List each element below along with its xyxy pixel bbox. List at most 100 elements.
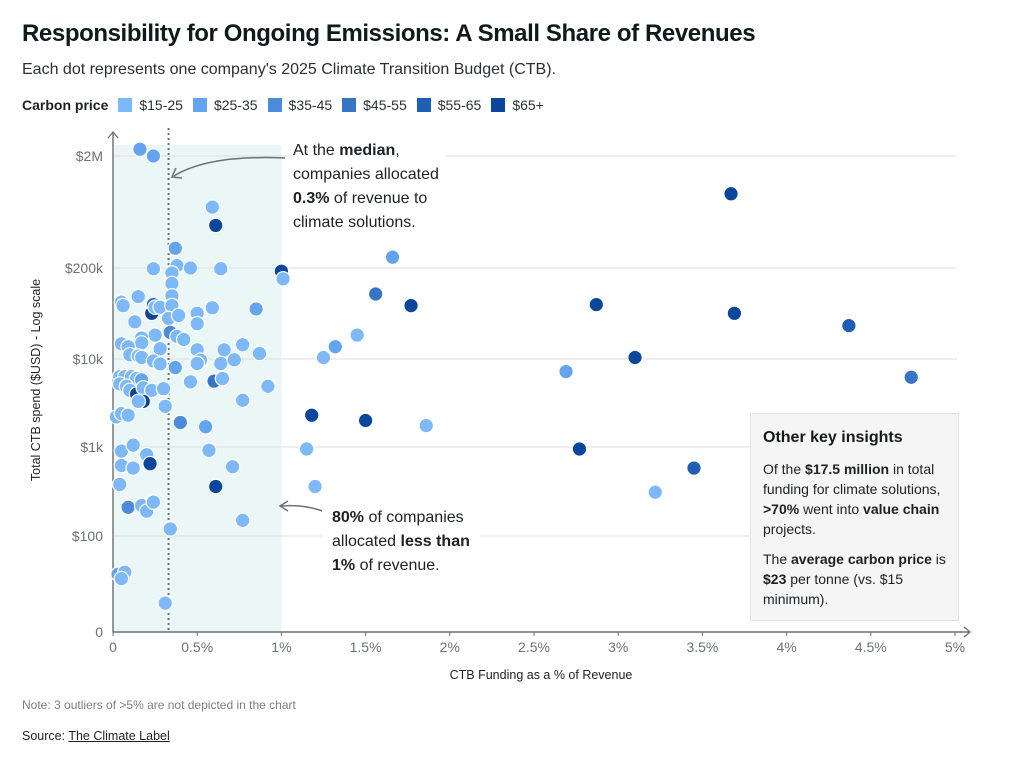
data-point — [303, 407, 320, 423]
arrow-head-icon — [170, 167, 183, 179]
annot-bold: median — [339, 142, 396, 159]
insight-bold: >70% — [763, 501, 800, 517]
arrow-head-icon — [278, 500, 289, 512]
data-point — [157, 398, 174, 415]
x-tick-label: 2% — [440, 639, 460, 655]
data-point — [120, 499, 136, 516]
y-tick-label: $2M — [76, 148, 103, 164]
data-point — [307, 478, 323, 495]
data-point — [204, 199, 221, 215]
data-point — [142, 455, 158, 472]
insight-carbon-price: The average carbon price is $23 per tonn… — [763, 549, 948, 609]
insight-text: went into — [799, 501, 864, 517]
data-point — [115, 297, 131, 314]
data-point — [251, 345, 268, 362]
data-point — [558, 363, 574, 380]
legend: Carbon price $15-25 $25-35 $35-45 $45-55… — [22, 97, 554, 113]
data-point — [152, 340, 168, 357]
source-line: Source: The Climate Label — [22, 729, 170, 743]
data-point — [234, 336, 251, 353]
data-point — [357, 412, 374, 429]
data-point — [588, 296, 605, 313]
insights-heading: Other key insights — [763, 429, 903, 446]
data-point — [157, 595, 174, 611]
data-point — [182, 374, 199, 390]
legend-item: $65+ — [491, 97, 544, 113]
legend-label: $55-65 — [437, 97, 482, 113]
data-point — [125, 437, 142, 453]
data-point — [275, 271, 291, 287]
annot-text: of companies — [364, 509, 464, 526]
legend-item: $35-45 — [267, 97, 333, 113]
annot-text: allocated — [332, 533, 401, 550]
data-point — [234, 512, 251, 529]
data-point — [145, 494, 162, 510]
data-point — [197, 418, 214, 435]
annot-text: companies allocated — [293, 166, 439, 183]
data-point — [315, 349, 332, 366]
insight-bold: value chain — [863, 501, 940, 517]
y-tick-label: 0 — [95, 624, 103, 640]
insight-text: per tonne (vs. $15 minimum). — [763, 571, 904, 607]
data-point — [248, 301, 264, 317]
source-label: Source: — [22, 729, 69, 743]
data-point — [224, 458, 241, 475]
annot-bold: less than — [400, 533, 470, 550]
annot-text: At the — [293, 142, 340, 159]
legend-swatch — [416, 98, 431, 112]
data-point — [145, 260, 162, 277]
legend-item: $55-65 — [416, 97, 482, 113]
insight-text: projects. — [763, 521, 816, 537]
data-point — [132, 141, 148, 158]
insight-text: is — [931, 551, 946, 567]
y-tick-label: $200k — [65, 260, 104, 276]
data-point — [212, 355, 229, 372]
annot-text: of revenue to — [329, 190, 428, 207]
data-point — [212, 260, 229, 277]
legend-label: $65+ — [512, 97, 544, 113]
insight-bold: average carbon price — [791, 551, 932, 567]
data-point — [113, 570, 130, 587]
annot-text: climate solutions. — [293, 214, 416, 231]
data-point — [189, 355, 205, 372]
x-tick-label: 3% — [608, 639, 628, 655]
data-point — [201, 442, 217, 459]
data-point — [167, 240, 184, 257]
legend-item: $15-25 — [118, 97, 183, 113]
legend-swatch — [118, 98, 133, 112]
data-point — [384, 249, 401, 265]
x-tick-label: 5% — [945, 639, 965, 655]
x-tick-label: 1% — [271, 639, 291, 655]
insight-bold: $17.5 million — [805, 461, 890, 477]
legend-swatch — [267, 98, 282, 112]
annot-text: , — [395, 142, 400, 159]
data-point — [133, 335, 150, 351]
legend-label: $45-55 — [363, 97, 407, 113]
data-point — [130, 393, 147, 410]
chart-title: Responsibility for Ongoing Emissions: A … — [22, 20, 756, 47]
annot-bold: 0.3% — [293, 190, 330, 207]
x-tick-label: 3.5% — [686, 639, 718, 655]
annot-bold: 1% — [332, 557, 356, 574]
insight-text: The — [763, 551, 792, 567]
legend-label: $25-35 — [213, 97, 258, 113]
legend-label: $35-45 — [288, 97, 333, 113]
data-point — [571, 441, 588, 457]
source-link[interactable]: The Climate Label — [68, 729, 170, 743]
key-insights-box: Other key insights Of the $17.5 million … — [750, 413, 959, 621]
y-tick-label: $1k — [80, 439, 104, 455]
x-tick-label: 4% — [776, 639, 796, 655]
data-point — [207, 478, 224, 495]
insight-text: Of the — [763, 461, 806, 477]
data-point — [127, 314, 143, 330]
data-point — [418, 417, 435, 434]
data-point — [175, 331, 192, 348]
data-point — [627, 349, 643, 366]
median-annotation: At the median, companies allocated 0.3% … — [293, 139, 445, 235]
data-point — [167, 359, 184, 376]
x-tick-label: 0.5% — [181, 639, 213, 655]
data-point — [111, 476, 128, 493]
y-axis-arrow-icon — [107, 130, 119, 139]
data-point — [189, 315, 205, 332]
